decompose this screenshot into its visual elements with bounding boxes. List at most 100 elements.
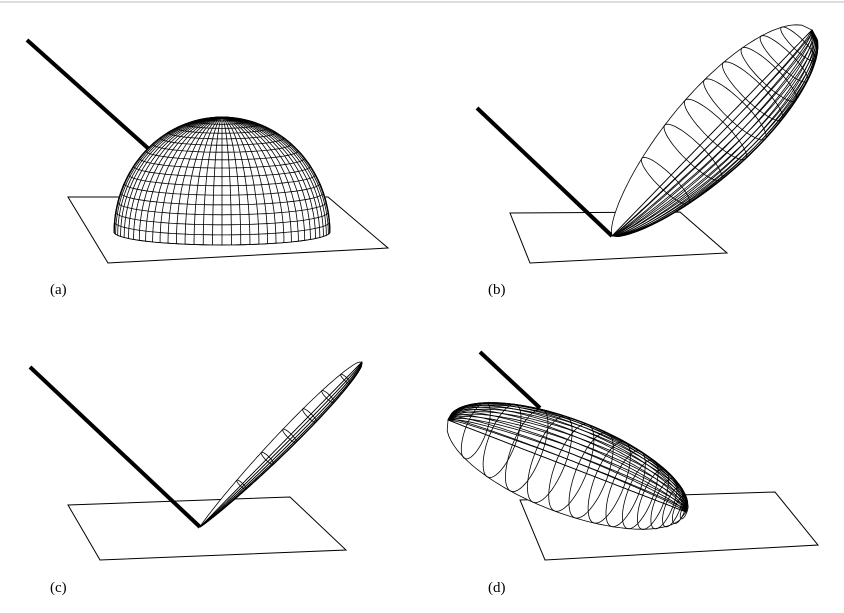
meridian: [117, 116, 223, 236]
ring: [587, 440, 631, 524]
generator: [199, 361, 363, 528]
meridian: [138, 116, 223, 241]
generator: [447, 406, 687, 513]
generator: [611, 29, 814, 237]
generator: [611, 29, 813, 237]
generator: [447, 415, 689, 513]
meridian: [221, 116, 260, 245]
ring: [703, 78, 767, 141]
meridian: [221, 116, 327, 236]
ring: [740, 46, 798, 103]
generator: [447, 413, 687, 513]
meridian: [167, 116, 223, 244]
generator: [447, 409, 687, 513]
meridian: [221, 116, 329, 235]
generator: [199, 361, 363, 528]
generator: [611, 29, 819, 237]
meridian: [221, 116, 321, 238]
ring: [605, 450, 646, 528]
generator: [447, 403, 687, 513]
generator: [447, 404, 687, 513]
meridian: [176, 116, 223, 244]
plane: [519, 491, 820, 561]
panel-d: (d): [446, 350, 820, 596]
ring: [482, 403, 522, 479]
meridian: [128, 116, 223, 239]
ring: [650, 477, 678, 530]
ring: [683, 98, 747, 161]
generator: [447, 418, 687, 513]
meridian: [145, 116, 223, 242]
panel-label: (b): [488, 282, 506, 298]
generator: [447, 413, 689, 513]
meridian: [184, 116, 223, 245]
generator: [447, 416, 687, 513]
incident-ray: [28, 365, 202, 529]
incident-ray: [25, 38, 152, 152]
generator: [447, 411, 687, 513]
meridian: [221, 116, 285, 243]
generator: [199, 361, 363, 528]
meridian: [221, 116, 232, 245]
panel-label: (c): [50, 580, 67, 596]
generator: [199, 361, 363, 528]
meridian: [221, 116, 316, 239]
panel-label: (a): [50, 282, 67, 298]
meridian: [113, 116, 223, 233]
panel-b: (b): [475, 24, 819, 298]
generator: [447, 402, 687, 513]
ring: [282, 428, 297, 444]
generator: [611, 29, 818, 237]
ring: [302, 408, 317, 423]
meridian: [221, 116, 277, 244]
meridian: [221, 116, 292, 242]
generator: [447, 402, 687, 513]
meridian: [221, 116, 311, 240]
panel-label: (d): [488, 580, 506, 596]
ring: [663, 123, 723, 182]
generator: [611, 29, 819, 237]
meridian: [123, 116, 223, 238]
ring: [505, 408, 549, 493]
ring: [321, 390, 335, 404]
ring: [460, 402, 491, 460]
generator: [611, 29, 817, 237]
panel-a: (a): [25, 38, 390, 298]
meridian: [221, 116, 306, 241]
meridian: [120, 116, 223, 237]
meridian: [221, 116, 268, 244]
generator: [611, 29, 813, 237]
generator: [611, 29, 816, 237]
ring: [721, 61, 784, 122]
meridian: [193, 116, 223, 245]
meridian: [202, 116, 223, 245]
meridian: [212, 116, 223, 245]
generator: [447, 419, 688, 513]
generator: [447, 419, 687, 513]
meridian: [221, 116, 251, 245]
ring: [622, 459, 659, 530]
ring: [527, 415, 573, 504]
meridian: [221, 116, 299, 242]
meridian: [221, 116, 324, 237]
meridian: [159, 116, 223, 243]
incident-ray: [478, 350, 542, 410]
ring: [780, 26, 817, 62]
generator: [611, 29, 813, 237]
ring: [260, 451, 274, 465]
ring: [236, 479, 247, 490]
generator: [611, 29, 819, 237]
meridian: [133, 116, 223, 240]
generator: [199, 361, 363, 528]
generator: [611, 29, 813, 237]
meridian: [152, 116, 223, 242]
panel-c: (c): [28, 361, 363, 596]
generator: [611, 29, 814, 237]
generator: [611, 29, 813, 237]
generator: [611, 29, 817, 237]
plane: [67, 496, 348, 561]
ring: [548, 423, 595, 512]
meridian: [221, 116, 242, 245]
incident-ray: [475, 106, 614, 238]
